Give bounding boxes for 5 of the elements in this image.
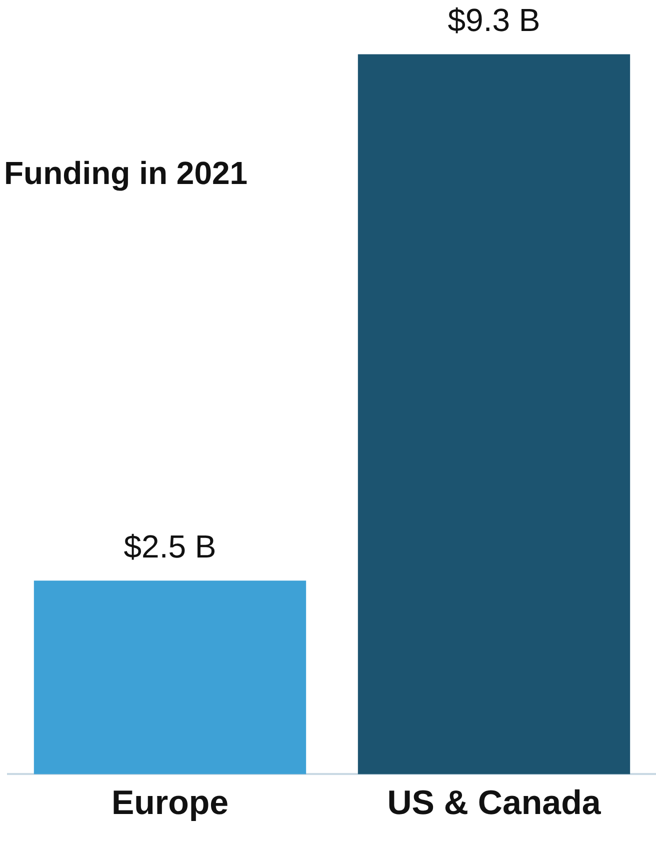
- data-label: $2.5 B: [124, 528, 216, 564]
- data-label: $9.3 B: [448, 2, 540, 38]
- x-tick-label: Europe: [111, 784, 229, 822]
- x-tick-label: US & Canada: [387, 784, 602, 822]
- text: Funding in 2021: [4, 155, 248, 192]
